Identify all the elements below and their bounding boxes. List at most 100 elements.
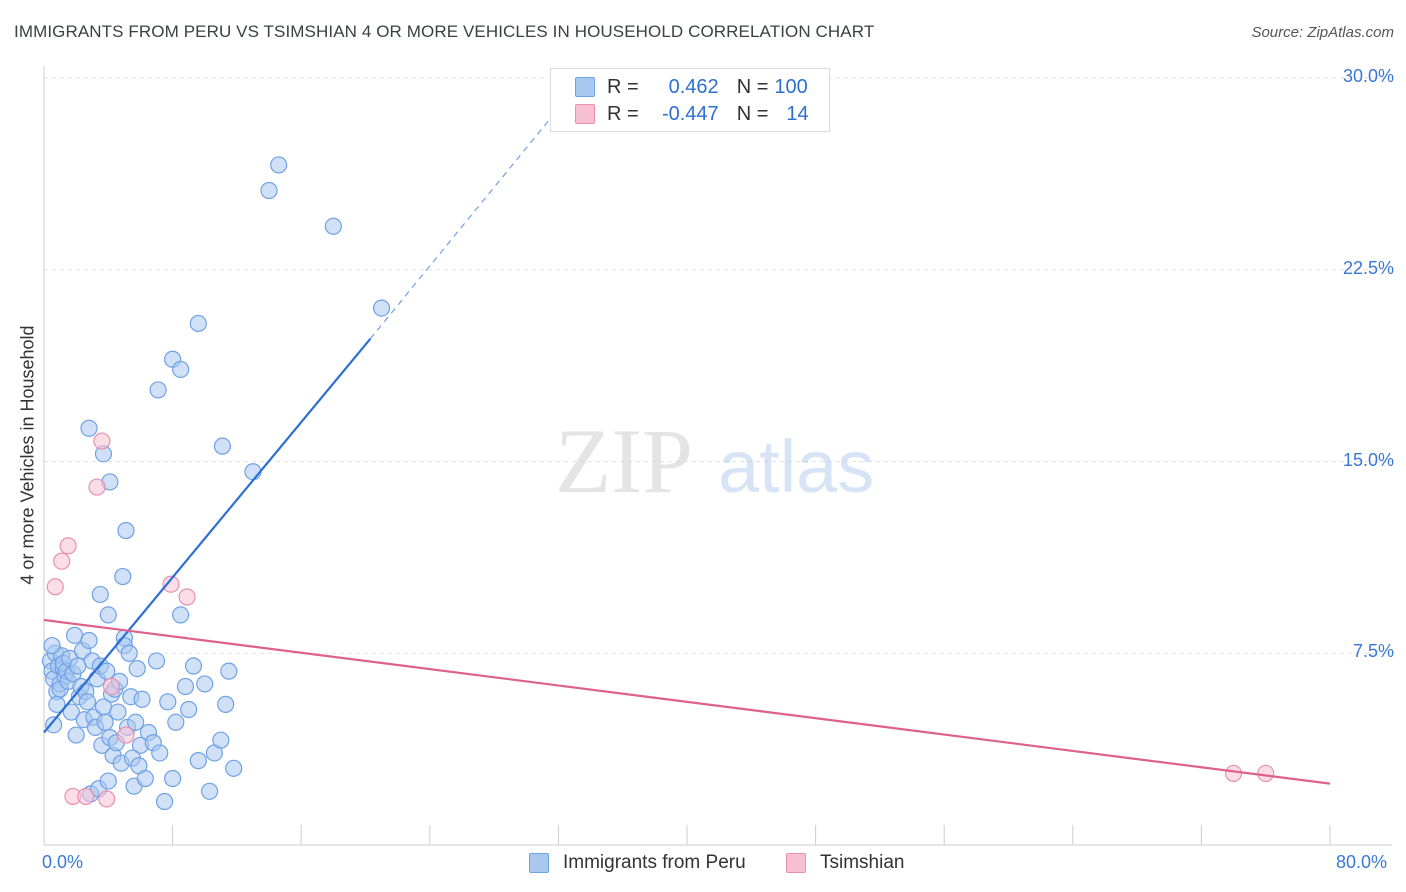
legend-swatch-peru	[575, 77, 595, 97]
watermark-zip: ZIP	[555, 410, 693, 512]
point-peru-59	[117, 521, 135, 540]
point-peru-72	[147, 652, 166, 670]
point-peru-58	[114, 567, 132, 586]
legend-row-tsimshian: R = -0.447 N = 14	[575, 102, 809, 126]
point-tsimshian-1	[53, 552, 71, 570]
point-peru-10	[43, 636, 61, 655]
point-tsimshian-10	[162, 575, 180, 593]
point-peru-76	[164, 769, 182, 788]
point-tsimshian-11	[178, 588, 196, 606]
y-tick-label-0: 7.5%	[1352, 641, 1394, 662]
series-name-peru: Immigrants from Peru	[563, 852, 746, 873]
point-tsimshian-0	[46, 578, 64, 596]
series-swatch-tsimshian	[786, 853, 806, 873]
point-peru-95	[260, 181, 278, 200]
point-peru-22	[69, 657, 87, 675]
legend-r-label: R =	[607, 102, 639, 125]
point-peru-29	[80, 631, 98, 650]
y-axis-label: 4 or more Vehicles in Household	[17, 325, 38, 585]
trend-lines	[43, 108, 1331, 785]
point-peru-56	[91, 585, 109, 604]
point-tsimshian-12	[1224, 764, 1243, 783]
point-peru-86	[212, 731, 230, 749]
point-peru-20	[65, 626, 84, 644]
point-peru-18	[62, 703, 80, 721]
point-tsimshian-5	[88, 478, 106, 496]
point-peru-80	[180, 700, 198, 719]
point-peru-83	[196, 675, 214, 693]
point-peru-39	[96, 713, 114, 731]
point-peru-94	[244, 463, 262, 481]
point-peru-66	[127, 713, 145, 731]
point-peru-79	[176, 677, 195, 696]
trend-line-extension-peru	[369, 108, 559, 340]
point-peru-78	[172, 606, 190, 624]
legend-n-label: N =	[736, 75, 769, 98]
trend-line-tsimshian	[43, 618, 1331, 785]
legend-r-value-tsimshian: -0.447	[661, 102, 719, 125]
point-peru-99	[213, 437, 232, 455]
point-peru-91	[172, 360, 190, 379]
point-peru-96	[270, 156, 288, 174]
point-peru-57	[99, 606, 117, 624]
legend-swatch-tsimshian	[575, 104, 595, 124]
point-peru-87	[217, 695, 235, 713]
chart-source: Source: ZipAtlas.com	[1251, 24, 1394, 41]
point-peru-64	[120, 644, 138, 662]
data-points	[41, 156, 1275, 811]
point-peru-98	[372, 299, 391, 317]
legend-n-value-peru: 100	[774, 75, 808, 98]
series-name-tsimshian: Tsimshian	[820, 852, 905, 873]
gridlines	[44, 77, 1392, 654]
point-peru-21	[67, 726, 85, 744]
point-peru-77	[167, 713, 185, 731]
point-peru-81	[184, 657, 203, 675]
point-tsimshian-4	[77, 787, 95, 806]
point-peru-60	[80, 419, 98, 437]
point-peru-93	[149, 381, 167, 399]
series-swatch-peru	[529, 853, 549, 873]
point-peru-11	[45, 716, 63, 734]
correlation-legend: R = 0.462 N = 100 R = -0.447 N = 14	[550, 68, 830, 132]
point-peru-47	[109, 703, 127, 721]
point-peru-28	[78, 693, 97, 711]
point-tsimshian-8	[102, 677, 121, 696]
trend-line-peru	[43, 338, 372, 734]
point-peru-69	[136, 769, 154, 788]
point-tsimshian-6	[93, 432, 111, 450]
x-tick-label-min: 0.0%	[42, 852, 84, 872]
point-tsimshian-9	[117, 726, 135, 744]
point-peru-97	[324, 217, 342, 235]
legend-n-label: N =	[736, 102, 769, 125]
axes	[43, 66, 1392, 846]
point-tsimshian-7	[98, 790, 116, 808]
point-peru-74	[155, 792, 174, 811]
series-legend: Immigrants from Peru Tsimshian	[0, 852, 1406, 876]
legend-r-label: R =	[607, 75, 639, 98]
y-tick-label-3: 30.0%	[1342, 66, 1394, 86]
point-peru-41	[99, 772, 117, 790]
series-legend-peru: Immigrants from Peru	[529, 852, 746, 874]
point-peru-84	[200, 782, 219, 800]
y-tick-label-1: 15.0%	[1342, 449, 1394, 470]
point-peru-92	[189, 314, 207, 333]
legend-n-value-tsimshian: 14	[786, 102, 809, 125]
point-peru-54	[128, 659, 146, 678]
point-peru-89	[225, 759, 243, 777]
point-peru-75	[159, 693, 177, 711]
chart-title: IMMIGRANTS FROM PERU VS TSIMSHIAN 4 OR M…	[14, 22, 875, 41]
legend-row-peru: R = 0.462 N = 100	[575, 75, 808, 99]
x-tick-label-max: 80.0%	[1336, 852, 1388, 872]
point-peru-73	[151, 744, 169, 762]
point-peru-68	[133, 690, 151, 708]
y-tick-label-2: 22.5%	[1342, 257, 1394, 278]
series-legend-tsimshian: Tsimshian	[786, 852, 904, 874]
watermark-atlas: atlas	[718, 425, 874, 508]
point-tsimshian-2	[59, 537, 77, 555]
point-peru-40	[98, 662, 116, 680]
point-peru-82	[189, 752, 207, 770]
point-peru-88	[220, 662, 238, 680]
legend-r-value-peru: 0.462	[668, 75, 719, 98]
point-tsimshian-13	[1257, 764, 1275, 783]
